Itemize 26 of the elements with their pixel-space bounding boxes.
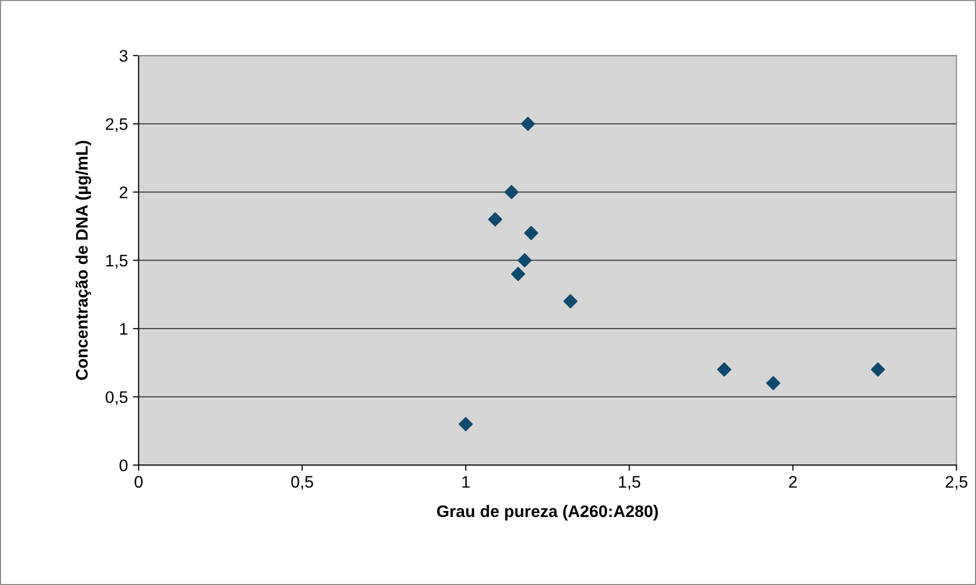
- y-tick-label: 3: [120, 50, 128, 62]
- point: [518, 253, 532, 268]
- point: [458, 417, 473, 432]
- point: [524, 226, 538, 240]
- point: [488, 212, 502, 226]
- point: [504, 185, 519, 200]
- x-axis-title: Grau de pureza (A260:A280): [437, 504, 658, 520]
- y-tick-label: 1,5: [106, 254, 128, 268]
- point: [563, 294, 578, 308]
- y-axis-title: Concentração de DNA (µg/mL): [76, 140, 92, 380]
- point: [717, 362, 732, 377]
- y-tick-label: 0: [120, 459, 128, 472]
- point: [870, 362, 886, 377]
- y-tick-label: 0,5: [106, 391, 128, 405]
- point: [511, 266, 526, 282]
- x-tick-label: 1,5: [619, 476, 640, 490]
- x-tick-label: 1: [462, 476, 470, 488]
- x-tick-label: 2,5: [946, 476, 968, 490]
- y-tick-label: 2: [120, 186, 128, 198]
- y-tick-label: 2,5: [106, 118, 128, 132]
- point: [520, 116, 535, 131]
- x-tick-label: 2: [789, 476, 797, 488]
- x-tick-label: 0,5: [291, 476, 314, 490]
- point: [766, 376, 780, 390]
- y-tick-label: 1: [120, 323, 128, 335]
- x-tick-label: 0: [134, 476, 143, 488]
